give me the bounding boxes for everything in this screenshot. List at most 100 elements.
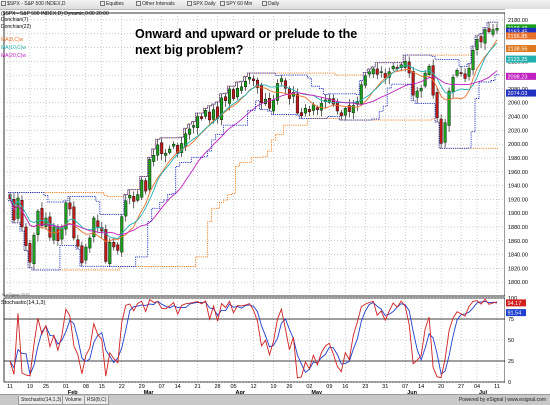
candle-body [407,61,411,74]
last-value-box [506,45,536,53]
candle-body [244,81,248,88]
x-tick-label: 11 [494,384,500,390]
stochastic-label: Stochastic(14,1,3) [1,300,46,306]
candle-body [56,227,60,241]
y-tick-label: 1940.00 [508,184,528,190]
tab-spx-daily[interactable]: SPX Daily [187,0,216,9]
month-label: Feb [68,390,78,394]
candle-body [128,195,132,199]
candle-body [112,241,116,248]
tab-symbol[interactable]: $SPX - S&P 500 INDEX,D [1,0,66,9]
candle-body [315,107,319,110]
candle-body [463,73,467,79]
x-tick-label: 02 [306,384,312,390]
candle-body [116,244,120,251]
y-tick-label: 2020.00 [508,128,528,134]
x-tick-label: 22 [119,384,125,390]
y-tick-label: 2180.00 [508,18,528,24]
y-tick-label: 1800.00 [508,280,528,286]
candle-body [84,246,88,261]
donchian7-upper [8,21,499,216]
x-tick-label: 16 [342,384,348,390]
candle-body [487,28,491,32]
donchian22-upper [8,21,499,198]
candle-body [495,27,499,31]
stoch-d-line [9,300,498,377]
tab-equities[interactable]: Equities [100,0,124,9]
candle-body [443,122,447,143]
candle-body [208,111,212,121]
candle-body [251,78,255,81]
x-tick-label: 23 [362,384,368,390]
candle-body [136,194,140,201]
candle-body [152,154,156,162]
candle-body [160,142,164,155]
last-value-label: 2123.25 [508,57,528,63]
x-tick-label: 11 [7,384,13,390]
annotation-line: next big problem? [135,43,244,57]
stoch-k-line [9,298,498,379]
candle-body [255,79,259,88]
candle-body [184,133,188,147]
price-chart[interactable]: 11 19 25 01 08 15 22 29 07 14 21 28 05 12 19 26 02 09 16 23… [0,9,550,394]
watermark: © eSignal 2015 [2,292,30,297]
candle-body [331,98,335,105]
tab-label: Other Intervals [142,1,175,7]
candle-body [52,226,56,241]
tab-daily[interactable]: Daily [262,0,279,9]
tab-spy-60min[interactable]: SPY 60 Min [220,0,252,9]
candle-body [351,105,355,114]
candle-body [347,105,351,112]
candle-body [307,109,311,112]
candle-body [415,90,419,98]
candle-body [439,118,443,144]
candle-body [212,109,216,120]
x-tick-label: 19 [27,384,33,390]
candle-body [295,93,299,114]
x-tick-label: 01 [63,384,69,390]
candle-body [236,88,240,98]
candle-body [283,80,287,89]
candle-body [391,65,395,70]
tab-other-intervals[interactable]: Other Intervals [136,0,175,9]
last-value-box [506,89,536,97]
x-tick-label: 31 [382,384,388,390]
candle-body [267,97,271,109]
y-tick-label: 1900.00 [508,211,528,217]
candle-body [491,29,495,35]
candle-body [475,39,479,50]
stoch-k-value: 94.17 [508,301,522,307]
month-label: Jun [407,390,417,394]
candle-body [168,148,172,153]
x-tick-label: 29 [139,384,145,390]
candle-body [192,125,196,128]
x-tick-label: 04 [474,384,480,390]
month-label: Jul [479,390,487,394]
legend-donchian22: Donchian(22) [1,24,32,30]
x-tick-label: 09 [326,384,332,390]
candle-body [459,72,463,74]
candle-body [64,202,68,230]
chart-icon [1,1,6,6]
y-tick-label: 1980.00 [508,156,528,162]
candle-body [36,210,40,235]
candle-body [132,196,136,202]
stoch-tick-label: 0 [508,380,511,386]
candle-body [24,226,28,246]
candle-body [411,71,415,96]
candle-body [343,108,347,116]
x-tick-label: 27 [458,384,464,390]
candle-body [248,76,252,80]
candle-body [32,235,36,265]
donchian22-lower [8,118,499,271]
candle-body [68,202,72,210]
chart-icon [187,1,192,6]
candle-body [156,144,160,156]
last-value-label: 2156.85 [508,34,528,40]
candle-body [240,86,244,91]
candle-body [479,36,483,43]
month-label: May [311,390,323,394]
candle-body [447,90,451,126]
x-tick-label: 05 [230,384,236,390]
month-label: Mar [144,390,155,394]
